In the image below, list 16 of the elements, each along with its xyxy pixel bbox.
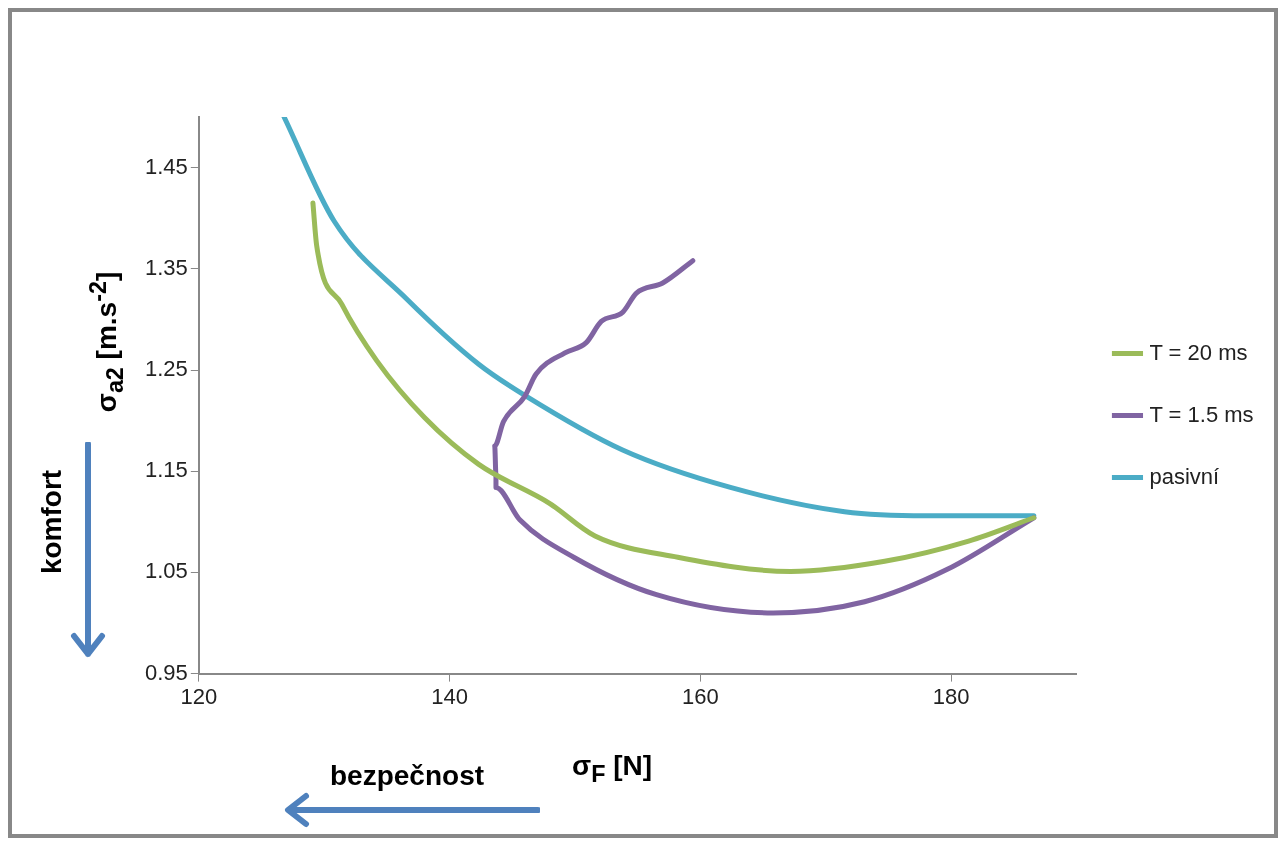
legend-label: T = 20 ms bbox=[1149, 339, 1248, 365]
text: bezpečnost bbox=[330, 760, 485, 792]
y-tick-label: 1.05 bbox=[144, 558, 188, 584]
legend-label: pasivní bbox=[1149, 463, 1220, 489]
legend-label: T = 1.5 ms bbox=[1149, 401, 1254, 427]
y-tick-label: 1.15 bbox=[144, 457, 188, 483]
y-tick-label: 1.35 bbox=[144, 254, 188, 280]
y-tick-label: 0.95 bbox=[144, 659, 188, 685]
x-tick-label: 180 bbox=[932, 683, 970, 709]
text: komfort bbox=[36, 469, 68, 575]
x-axis-title: σ$_{F}$ [N] bbox=[572, 750, 653, 788]
y-tick-label: 1.25 bbox=[144, 356, 188, 382]
x-tick-label: 140 bbox=[431, 683, 468, 709]
y-tick-label: 1.45 bbox=[144, 153, 188, 179]
x-tick-label: 160 bbox=[681, 683, 719, 709]
x-tick-label: 120 bbox=[180, 683, 218, 709]
